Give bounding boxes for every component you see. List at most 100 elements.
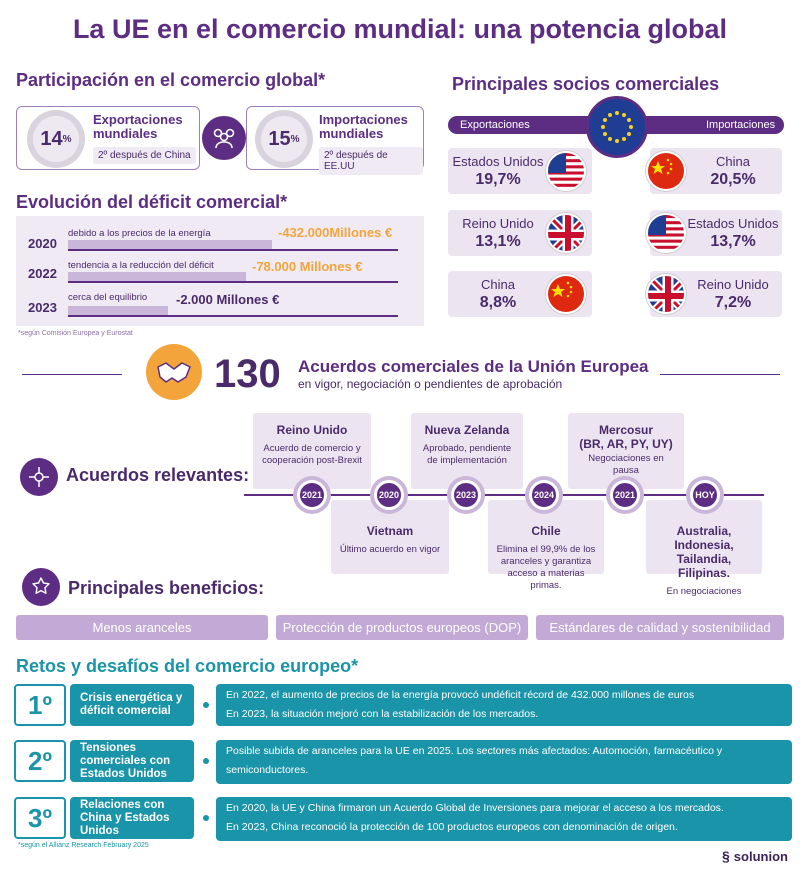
agreement-year: 2020: [374, 480, 404, 510]
challenge-number: 1º: [14, 684, 66, 726]
divider: [22, 374, 122, 375]
partner-value: 7,2%: [714, 294, 752, 311]
benefit-item: Estándares de calidad y sostenibilidad: [536, 615, 784, 640]
deficit-note: cerca del equilibrio: [68, 292, 148, 303]
people-icon: [202, 116, 246, 160]
challenge-label: Relaciones con China y Estados Unidos: [70, 797, 194, 839]
agreement-card: Mercosur (BR, AR, PY, UY) Negociaciones …: [568, 413, 684, 489]
imports-sub: 2º después de EE.UU: [319, 147, 423, 175]
us-flag-icon: [546, 151, 586, 191]
partner-value: 13,7%: [710, 233, 756, 250]
agreements-subtitle: en vigor, negociación o pendientes de ap…: [298, 377, 563, 391]
deficit-year: 2022: [28, 266, 57, 281]
exports-card: 14% Exportaciones mundiales 2º después d…: [16, 106, 200, 170]
network-icon: [20, 458, 58, 496]
deficit-note: tendencia a la reducción del déficit: [68, 260, 214, 271]
agreement-desc: En negociaciones: [666, 586, 742, 597]
partners-heading: Principales socios comerciales: [452, 74, 720, 94]
deficit-value: -2.000 Millones €: [176, 292, 280, 307]
partner-value: 13,1%: [475, 233, 521, 250]
exports-label: Exportaciones mundiales: [93, 112, 183, 141]
agreement-card: Australia, Indonesia, Tailandia, Filipin…: [646, 500, 762, 597]
partner-name: China: [481, 277, 515, 292]
partner-value: 20,5%: [710, 171, 756, 188]
agreement-year: 2023: [451, 480, 481, 510]
challenge-number: 3º: [14, 797, 66, 839]
timeline-line: [244, 494, 764, 496]
partner-name: Estados Unidos: [452, 154, 544, 169]
imports-ring: 15%: [255, 110, 313, 168]
benefit-item: Protección de productos europeos (DOP): [276, 615, 528, 640]
brand-s-icon: §: [722, 848, 730, 864]
partners-exports-label: Exportaciones: [460, 119, 530, 131]
agreement-year: 2021: [610, 480, 640, 510]
challenge-line: Posibles represalias comerciales: Arance…: [226, 783, 743, 795]
deficit-heading: Evolución del déficit comercial*: [16, 192, 288, 212]
agreement-desc: Acuerdo de comercio y cooperación post-B…: [262, 443, 362, 466]
divider: [660, 374, 780, 375]
agreement-year: 2024: [529, 480, 559, 510]
cn-flag-icon: [646, 151, 686, 191]
bullet-dot: [203, 815, 209, 821]
agreement-desc: Negociaciones en pausa: [588, 453, 664, 476]
agreement-card: Reino Unido Acuerdo de comercio y cooper…: [253, 413, 371, 489]
handshake-icon: [146, 344, 202, 400]
agreement-name: Reino Unido: [276, 423, 348, 437]
imports-label: Importaciones mundiales: [319, 112, 408, 141]
agreement-name: Mercosur: [598, 423, 654, 437]
eu-flag-icon: [586, 96, 648, 158]
exports-pct: 14: [40, 127, 63, 150]
agreement-year: 2021: [297, 480, 327, 510]
page-title: La UE en el comercio mundial: una potenc…: [72, 14, 728, 44]
challenge-text: Posible subida de aranceles para la UE e…: [216, 740, 792, 795]
agreement-desc: Aprobado, pendiente de implementación: [422, 443, 512, 466]
partner-name: Estados Unidos: [687, 216, 779, 231]
deficit-bar-fill: [68, 306, 168, 315]
deficit-value: -432.000Millones €: [278, 225, 393, 240]
partner-name: Reino Unido: [697, 277, 769, 292]
agreement-name: Australia, Indonesia, Tailandia, Filipin…: [674, 524, 734, 580]
exports-sub: 2º después de China: [93, 147, 196, 164]
partner-name: China: [716, 154, 750, 169]
challenge-label: Tensiones comerciales con Estados Unidos: [70, 740, 194, 782]
partner-name: Reino Unido: [462, 216, 534, 231]
agreement-desc: Último acuerdo en vigor: [339, 544, 441, 555]
agreement-card: Nueva Zelanda Aprobado, pendiente de imp…: [411, 413, 523, 489]
deficit-note: debido a los precios de la energía: [68, 228, 211, 239]
agreement-card: Vietnam Último acuerdo en vigor: [331, 500, 449, 574]
agreement-year: HOY: [690, 480, 720, 510]
challenge-label: Crisis energética y déficit comercial: [70, 684, 194, 726]
uk-flag-icon: [646, 274, 686, 314]
imports-pct: 15: [268, 127, 291, 150]
participation-heading: Participación en el comercio global*: [16, 70, 326, 90]
challenge-line: Posible subida de aranceles para la UE e…: [226, 745, 723, 776]
challenge-text: En 2020, la UE y China firmaron un Acuer…: [216, 797, 792, 841]
challenge-line: En 2022, el aumento de precios de la ene…: [226, 689, 695, 701]
agreement-card: Chile Elimina el 99,9% de los aranceles …: [488, 500, 604, 591]
deficit-year: 2023: [28, 300, 57, 315]
partner-value: 19,7%: [475, 171, 521, 188]
deficit-panel: 2020 debido a los precios de la energía …: [16, 216, 424, 326]
bullet-dot: [203, 702, 209, 708]
challenge-line: En 2023, la situación mejoró con la esta…: [226, 708, 539, 720]
challenges-footnote: *según el Allianz Research February 2025: [18, 842, 149, 849]
deficit-bar-line: [68, 249, 398, 251]
deficit-bar-line: [68, 281, 398, 283]
imports-card: 15% Importaciones mundiales 2º después d…: [246, 106, 424, 175]
benefits-heading: Principales beneficios:: [68, 578, 265, 598]
deficit-year: 2020: [28, 236, 57, 251]
agreement-desc: Elimina el 99,9% de los aranceles y gara…: [496, 544, 596, 591]
uk-flag-icon: [546, 213, 586, 253]
agreement-name: Chile: [531, 524, 561, 538]
challenge-line: En 2023, China reconoció la protección d…: [226, 821, 678, 833]
deficit-value: -78.000 Millones €: [252, 259, 363, 274]
us-flag-icon: [646, 213, 686, 253]
challenges-heading: Retos y desafíos del comercio europeo*: [16, 656, 359, 676]
relevant-heading: Acuerdos relevantes:: [66, 465, 250, 485]
agreements-title: Acuerdos comerciales de la Unión Europea: [298, 357, 649, 376]
exports-ring: 14%: [27, 110, 85, 168]
partners-imports-label: Importaciones: [706, 119, 776, 131]
deficit-footnote: *según Comisión Europea y Eurostat: [18, 330, 133, 337]
benefit-item: Menos aranceles: [16, 615, 268, 640]
badge-star-icon: [22, 568, 60, 606]
